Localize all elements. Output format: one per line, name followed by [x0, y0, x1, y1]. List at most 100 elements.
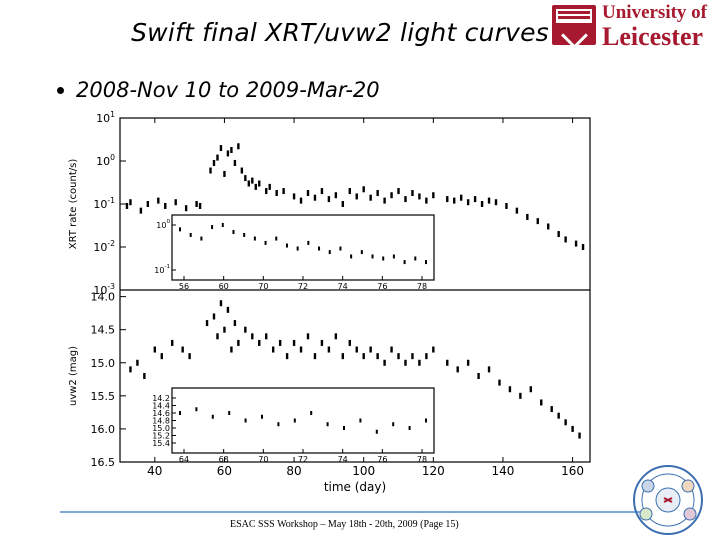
uvw2-inset-data-point [244, 418, 247, 423]
uvw2-data-point [411, 353, 414, 360]
xrt-data-point [157, 197, 160, 204]
xrt-data-point [487, 197, 491, 204]
xrt-data-point [223, 170, 226, 177]
uvw2-data-point [446, 359, 449, 366]
xrt-data-point [341, 201, 345, 207]
uv-y-tick-label: 14.5 [91, 324, 116, 337]
x-tick-label: 60 [217, 464, 232, 478]
uvw2-data-point [404, 359, 407, 366]
uvw2-inset-data-point [408, 426, 411, 430]
xrt-data-point [526, 213, 529, 220]
x-tick-label: 40 [147, 464, 162, 478]
xrt-inset-data-point [425, 260, 427, 265]
uvw2-data-point [550, 406, 553, 413]
uvw2-inset-y-tick-label: 14.8 [152, 417, 170, 426]
xrt-data-point [237, 143, 240, 150]
uvw2-inset-y-tick-label: 14.4 [152, 402, 170, 411]
uvw2-inset-frame [171, 387, 435, 454]
uvw2-inset-data-point [261, 414, 263, 419]
xrt-data-point [411, 190, 414, 197]
xrt-inset-data-point [275, 236, 278, 241]
uvw2-inset-x-tick-label: 76 [377, 455, 387, 464]
xrt-inset-data-point [253, 236, 256, 241]
xrt-inset-data-point [328, 250, 331, 255]
uvw2-inset-data-point [228, 411, 231, 415]
xrt-data-point [139, 207, 143, 214]
uvw2-inset-data-point [425, 418, 427, 423]
xrt-data-point [320, 188, 324, 195]
uvw2-inset-data-point [211, 414, 214, 419]
uvw2-data-point [571, 425, 574, 432]
uvw2-data-point [188, 353, 191, 360]
uvw2-inset-y-tick-label: 14.6 [152, 409, 170, 418]
xrt-inset-data-point [414, 256, 417, 261]
xrt-inset-x-tick-label: 76 [377, 282, 387, 291]
xrt-data-point [292, 193, 296, 200]
xrt-inset-data-point [318, 246, 321, 251]
xrt-inset-data-point [382, 256, 385, 261]
xrt-data-point [425, 197, 428, 204]
uvw2-data-point [313, 353, 317, 360]
uvw2-inset-x-tick-label: 72 [298, 455, 308, 464]
uvw2-inset-x-tick-label: 68 [219, 455, 229, 464]
uvw2-data-point [540, 399, 543, 406]
footer-text: ESAC SSS Workshop – May 18th - 20th, 200… [230, 519, 459, 530]
xrt-data-point [184, 205, 188, 212]
uvw2-inset-data-point [293, 418, 296, 423]
uvw2-data-point [160, 353, 163, 360]
uvw2-data-point [456, 366, 459, 373]
uvw2-data-point [299, 346, 303, 353]
uvw2-data-point [362, 353, 365, 360]
xrt-data-point [453, 197, 456, 204]
xrt-data-point [418, 193, 421, 200]
uv-y-tick-label: 15.5 [91, 390, 116, 403]
xrt-data-point [390, 192, 393, 199]
xrt-inset-data-point [296, 246, 299, 251]
uvw2-data-point [519, 392, 522, 399]
xrt-inset-x-tick-label: 78 [417, 282, 427, 291]
swift-mission-emblem-icon [633, 465, 703, 535]
xrt-data-point [174, 199, 177, 206]
xrt-data-point [164, 202, 167, 209]
xrt-inset-x-tick-label: 60 [219, 282, 229, 291]
uvw2-data-point [355, 346, 358, 353]
uvw2-data-point [233, 320, 237, 327]
uvw2-data-point [136, 359, 139, 366]
xrt-data-point [251, 177, 254, 184]
university-logo: University of Leicester [550, 2, 720, 51]
xrt-inset-frame [171, 214, 435, 281]
xrt-data-point [397, 188, 400, 195]
xrt-inset-data-point [307, 240, 310, 245]
uvw2-inset-data-point [343, 426, 345, 430]
uvw2-data-point [181, 346, 184, 353]
uvw2-data-point [230, 346, 233, 353]
xrt-data-point [574, 240, 578, 247]
xrt-y-tick-label: 10-1 [93, 196, 115, 211]
x-tick-label: 160 [561, 464, 584, 478]
logo-line1: University of [602, 2, 708, 23]
x-tick-label: 80 [286, 464, 301, 478]
xrt-inset-x-tick-label: 70 [258, 282, 268, 291]
xrt-data-point [432, 192, 435, 199]
xrt-data-point [334, 192, 338, 199]
uvw2-data-point [320, 339, 324, 346]
uvw2-data-point [369, 346, 372, 353]
x-tick-label: 100 [352, 464, 375, 478]
xrt-data-point [564, 236, 567, 243]
xrt-inset-x-tick-label: 72 [298, 282, 308, 291]
xrt-data-point [383, 197, 386, 204]
uvw2-inset-y-tick-label: 14.2 [152, 394, 170, 403]
uvw2-data-point [205, 320, 209, 327]
uvw2-inset-data-point [179, 411, 181, 415]
uvw2-data-point [271, 346, 275, 353]
xrt-data-point [313, 194, 317, 201]
uvw2-inset-x-tick-label: 74 [338, 455, 348, 464]
xrt-inset-x-tick-label: 56 [179, 282, 189, 291]
uvw2-data-point [223, 326, 226, 333]
xrt-data-point [327, 196, 331, 203]
xrt-data-point [226, 150, 230, 157]
xrt-data-point [219, 145, 223, 152]
xrt-data-point [282, 188, 285, 195]
xrt-data-point [376, 190, 379, 197]
uvw2-data-point [153, 346, 157, 353]
